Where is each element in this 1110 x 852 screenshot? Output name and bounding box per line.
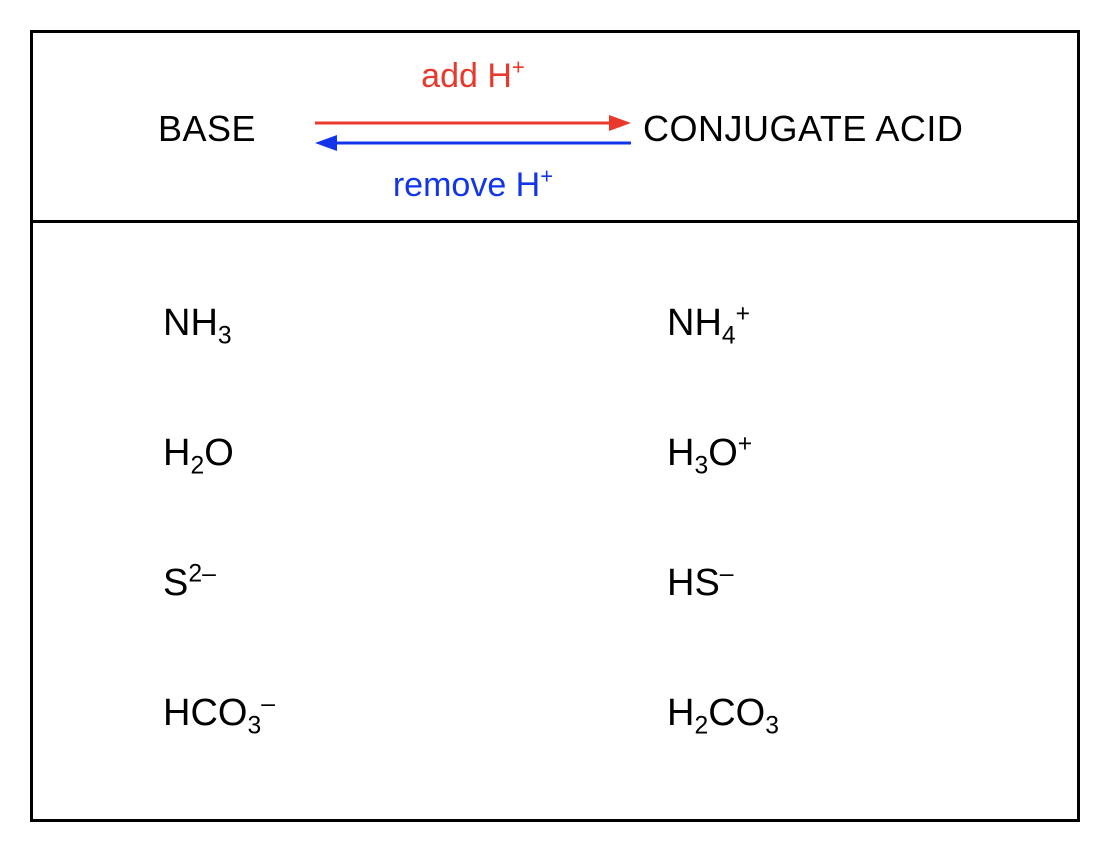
remove-h-sup: +: [540, 164, 553, 189]
pair-row: S2– HS–: [33, 549, 1077, 619]
pair-row: HCO3– H2CO3: [33, 679, 1077, 749]
arrow-left-head: [315, 135, 337, 151]
acid-formula: HS–: [627, 562, 1077, 605]
add-h-sup: +: [512, 55, 525, 80]
arrows-svg: [313, 103, 633, 163]
pair-row: NH3 NH4+: [33, 288, 1077, 358]
diagram-frame: BASE add H+ remove H+ CONJUGATE ACID NH3…: [30, 30, 1080, 822]
acid-formula: H2CO3: [627, 692, 1077, 735]
remove-h-label: remove H+: [313, 166, 633, 205]
arrow-right-head: [609, 115, 631, 131]
add-h-label: add H+: [313, 57, 633, 96]
remove-h-text: remove H: [393, 166, 540, 204]
base-heading: BASE: [158, 108, 256, 150]
base-formula: H2O: [33, 432, 333, 475]
acid-formula: NH4+: [627, 302, 1077, 345]
acid-formula: H3O+: [627, 432, 1077, 475]
header-row: BASE add H+ remove H+ CONJUGATE ACID: [33, 33, 1077, 223]
add-h-text: add H: [421, 57, 512, 95]
base-formula: S2–: [33, 562, 333, 605]
pair-row: H2O H3O+: [33, 418, 1077, 488]
base-formula: NH3: [33, 302, 333, 345]
base-formula: HCO3–: [33, 692, 333, 735]
conjugate-heading: CONJUGATE ACID: [643, 108, 963, 150]
arrow-zone: add H+ remove H+: [313, 53, 633, 213]
pairs-body: NH3 NH4+ H2O H3O+ S2– HS– HCO3– H2CO3: [33, 223, 1077, 819]
